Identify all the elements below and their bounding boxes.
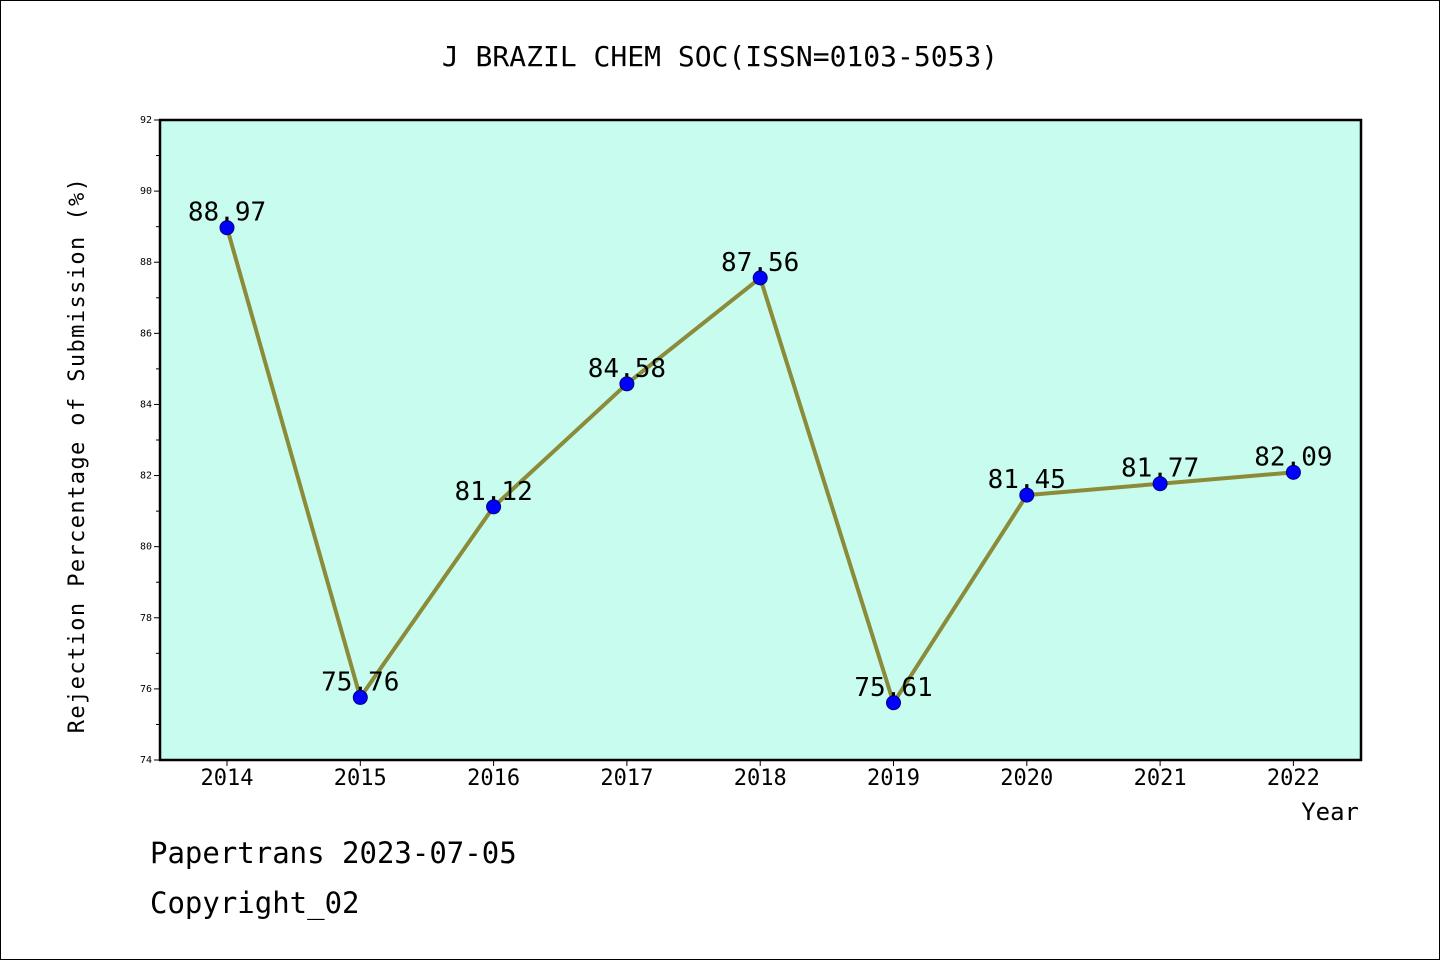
- y-tick-label: 90: [140, 186, 152, 197]
- data-label: 75.61: [854, 673, 932, 703]
- y-tick-label: 92: [140, 115, 152, 126]
- plot-frame: [158, 118, 1363, 762]
- y-tick-label: 82: [140, 471, 152, 482]
- data-point: [619, 376, 635, 392]
- y-axis-label: Rejection Percentage of Submission (%): [65, 177, 90, 734]
- data-point: [352, 689, 368, 705]
- x-tick-label: 2019: [867, 766, 920, 791]
- data-label: 81.12: [454, 477, 532, 507]
- y-tick-label: 78: [140, 613, 152, 624]
- chart-title: J BRAZIL CHEM SOC(ISSN=0103-5053): [442, 40, 998, 73]
- x-axis-label: Year: [1301, 798, 1359, 826]
- data-point: [886, 695, 901, 711]
- data-label: 82.09: [1254, 442, 1332, 472]
- y-tick-label: 84: [140, 399, 152, 410]
- x-tick-label: 2014: [201, 766, 254, 791]
- data-point: [1019, 487, 1035, 503]
- x-tick-label: 2020: [1000, 766, 1053, 791]
- plot-area: [160, 120, 1361, 760]
- data-point: [219, 220, 235, 236]
- x-tick-label: 2015: [334, 766, 387, 791]
- data-point: [1285, 464, 1301, 480]
- data-label: 84.58: [588, 354, 666, 384]
- x-tick-label: 2017: [600, 766, 653, 791]
- data-point: [1152, 476, 1168, 492]
- data-point: [752, 270, 768, 286]
- data-label: 88.97: [188, 198, 266, 228]
- data-label: 81.45: [988, 465, 1066, 495]
- data-label: 81.77: [1121, 454, 1199, 484]
- x-tick-label: 2021: [1134, 766, 1187, 791]
- chart-marks: 74 76 78 80 82 84 86 88 90 92 2014 2015 2016 2017 2018…: [140, 115, 1333, 791]
- copyright-note: Copyright_02: [150, 886, 360, 920]
- x-tick-label: 2022: [1267, 766, 1320, 791]
- x-tick-label: 2018: [734, 766, 787, 791]
- y-tick-label: 74: [140, 755, 152, 766]
- y-tick-label: 86: [140, 328, 152, 339]
- data-label: 75.76: [321, 667, 399, 697]
- x-tick-label: 2016: [467, 766, 520, 791]
- data-label: 87.56: [721, 248, 799, 278]
- y-tick-label: 80: [140, 542, 152, 553]
- source-note: Papertrans 2023-07-05: [150, 836, 517, 870]
- data-point: [486, 499, 502, 515]
- y-tick-label: 88: [140, 257, 152, 268]
- y-tick-label: 76: [140, 684, 152, 695]
